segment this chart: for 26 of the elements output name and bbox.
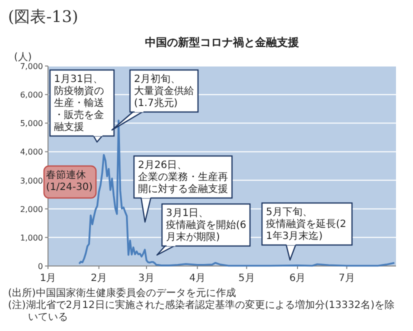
y-axis-title: (人) <box>14 52 32 63</box>
text: (注)湖北省で2月12日に実施された感染者認定基準の変更による増加分(13332名)を除いている <box>8 299 395 323</box>
annotation: 1月31日、防疫物資の生産・輸送・販売を金融支援 <box>54 74 104 133</box>
y-tick-label: 2,000 <box>20 204 43 214</box>
x-tick-label: 7月 <box>338 273 355 284</box>
x-tick-label: 6月 <box>289 273 306 284</box>
y-tick-label: 5,000 <box>20 119 43 128</box>
text: (出所)中国国家衛生健康委員会のデータを元に作成 <box>8 287 236 299</box>
y-tick-label: 3,000 <box>20 176 43 186</box>
annotation: 2月初旬、大量資金供給(1.7兆元) <box>134 73 194 109</box>
chart-subtitle: (図表-13) <box>8 7 78 26</box>
annotation: 5月下旬、疫情融資を延長(21年3月末迄) <box>266 206 346 242</box>
chart-title: 中国の新型コロナ禍と金融支援 <box>145 36 299 49</box>
x-tick-label: 1月 <box>40 273 56 284</box>
y-tick-label: 1,000 <box>20 233 43 242</box>
annotation: 春節連休(1/24-30) <box>46 169 93 193</box>
annotation: 2月26日、企業の業務・生産再開に対する金融支援 <box>138 160 228 195</box>
x-tick-label: 5月 <box>238 273 255 284</box>
y-tick-label: 4,000 <box>20 148 43 157</box>
y-tick-label: 0 <box>38 262 43 271</box>
y-tick-label: 7,000 <box>20 62 43 71</box>
y-tick-label: 6,000 <box>20 90 43 100</box>
x-tick-label: 3月 <box>138 273 155 284</box>
annotation: 3月1日、疫情融資を開始(6月末が期限) <box>166 208 246 243</box>
x-tick-label: 2月 <box>90 273 108 284</box>
x-tick-label: 4月 <box>189 273 206 284</box>
